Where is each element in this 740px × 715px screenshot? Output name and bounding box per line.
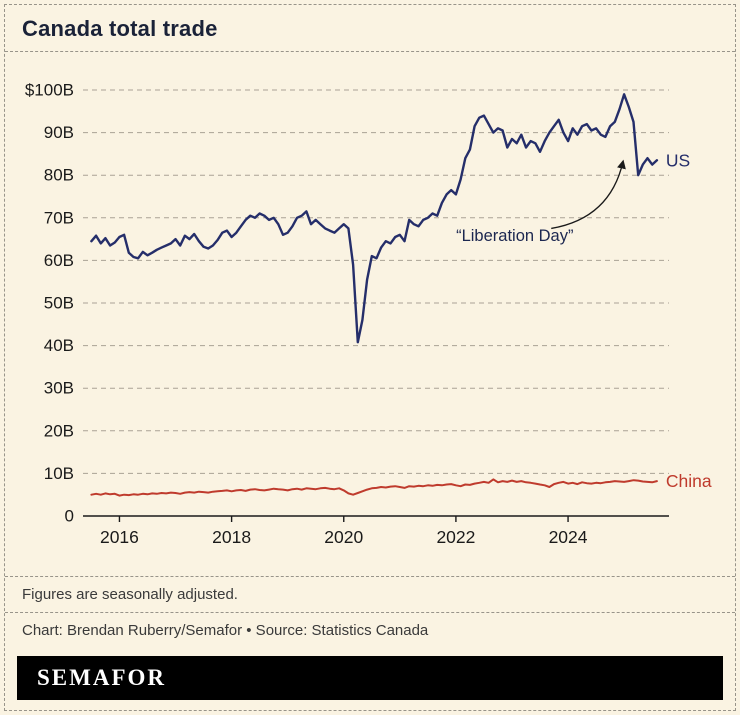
series-label-china: China (666, 471, 712, 491)
chart-card: Canada total trade 0 10B 20B 30B 40B 50B 60B 70… (4, 4, 736, 711)
trade-chart: 0 10B 20B 30B 40B 50B 60B 70B 80B 90B $100B 2016 201… (25, 81, 712, 548)
divider-credit (5, 612, 735, 613)
y-tick-label: 60B (44, 251, 74, 270)
chart-title: Canada total trade (22, 16, 218, 41)
us-line (90, 93, 659, 344)
x-tick-label: 2022 (436, 527, 475, 547)
annotation-arrow (551, 159, 626, 230)
y-tick-label: 10B (44, 464, 74, 483)
semafor-logo-bar: SEMAFOR (17, 656, 723, 700)
y-tick-label: 20B (44, 421, 74, 440)
divider-note (5, 576, 735, 577)
china-line (90, 478, 658, 497)
divider-top (5, 51, 735, 52)
y-tick-label: 50B (44, 294, 74, 313)
semafor-logo: SEMAFOR (37, 665, 166, 690)
y-tick-label: 80B (44, 166, 74, 185)
y-tick-label: 70B (44, 208, 74, 227)
series-label-us: US (666, 150, 690, 170)
x-tick-label: 2024 (549, 527, 588, 547)
x-tick-label: 2016 (100, 527, 139, 547)
y-tick-label: 90B (44, 123, 74, 142)
annotation-liberation-day: “Liberation Day” (456, 227, 573, 245)
x-tick-label: 2020 (324, 527, 363, 547)
y-tick-label: $100B (25, 81, 74, 100)
x-tick-label: 2018 (212, 527, 251, 547)
y-tick-label: 40B (44, 336, 74, 355)
credit-line: Chart: Brendan Ruberry/Semafor • Source:… (22, 622, 429, 639)
y-tick-label: 0 (65, 507, 74, 526)
footnote: Figures are seasonally adjusted. (22, 586, 238, 603)
y-tick-label: 30B (44, 379, 74, 398)
chart-header: Canada total trade (5, 5, 735, 51)
chart-area: 0 10B 20B 30B 40B 50B 60B 70B 80B 90B $100B 2016 201… (5, 52, 735, 576)
